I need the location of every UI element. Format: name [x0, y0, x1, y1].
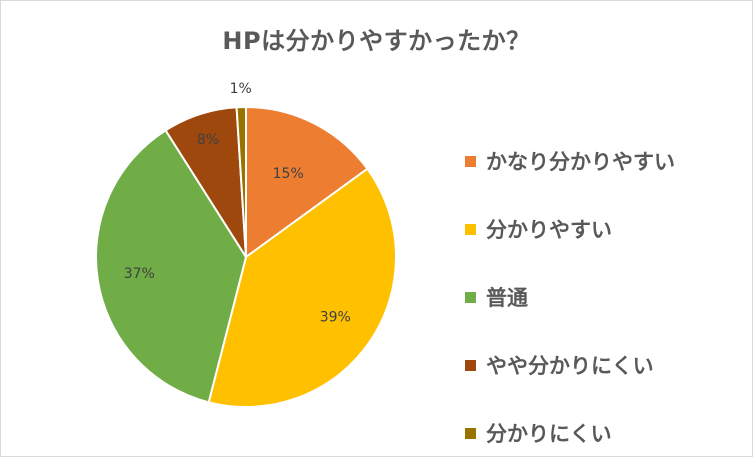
pie-slice-5 — [235, 106, 247, 258]
data-label-5: 1% — [230, 81, 252, 97]
data-label-1: 15% — [273, 166, 304, 182]
data-label-4: 8% — [197, 132, 219, 148]
legend-label: かなり分かりやすい — [486, 150, 675, 174]
legend-label: 分かりやすい — [486, 218, 612, 242]
pie-slice-2 — [207, 167, 397, 408]
pie-slices — [95, 106, 397, 408]
data-label-3: 37% — [124, 266, 155, 282]
legend-label: 分かりにくい — [486, 422, 612, 446]
data-label-2: 39% — [320, 310, 351, 326]
pie-slice-1 — [245, 106, 369, 258]
legend-item-3: 普通 — [465, 282, 528, 312]
legend-item-5: 分かりにくい — [465, 418, 612, 448]
legend-item-4: やや分かりにくい — [465, 350, 654, 380]
legend-label: やや分かりにくい — [486, 354, 654, 378]
legend-swatch — [465, 291, 476, 303]
legend-swatch — [465, 359, 476, 371]
legend-swatch — [465, 155, 476, 167]
legend-swatch — [465, 427, 476, 439]
legend-item-1: かなり分かりやすい — [465, 146, 675, 176]
legend-item-2: 分かりやすい — [465, 214, 612, 244]
legend-label: 普通 — [486, 286, 528, 310]
chart-title: HPは分かりやすかったか？ — [222, 27, 531, 55]
pie-data-labels: 15% 39% 37% 8% 1% — [124, 81, 351, 326]
legend-swatch — [465, 223, 476, 235]
